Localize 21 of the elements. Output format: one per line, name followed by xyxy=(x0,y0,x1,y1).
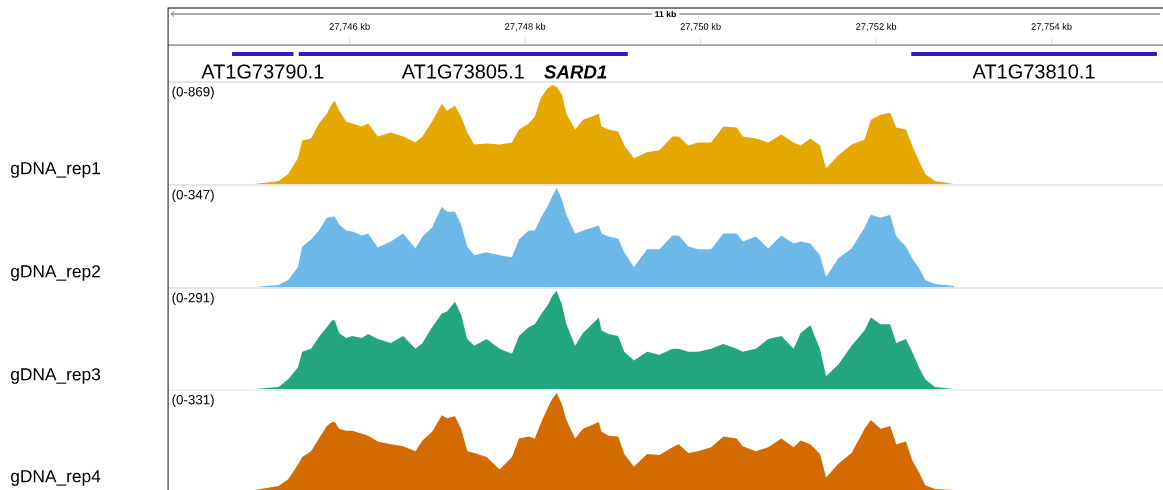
x-tick-label: 27,750 kb xyxy=(680,23,721,31)
annotation: (0-347) xyxy=(172,189,214,203)
x-tick-label: 27,746 kb xyxy=(329,23,370,31)
annotation: (0-291) xyxy=(172,292,214,306)
x-axis-title: 11 kb xyxy=(655,10,676,18)
bar xyxy=(232,51,294,57)
y-axis-title: gDNA_rep1 xyxy=(11,162,100,178)
annotation: SARD1 xyxy=(544,65,607,79)
series-label: AT1G73805.1 xyxy=(401,64,524,79)
series-label: AT1G73790.1 xyxy=(201,64,324,79)
y-axis-title: gDNA_rep2 xyxy=(11,265,100,281)
annotation: (0-869) xyxy=(172,86,214,100)
series-label: AT1G73810.1 xyxy=(972,64,1095,79)
y-axis-title: gDNA_rep4 xyxy=(11,470,101,486)
x-tick-label: 27,752 kb xyxy=(856,23,897,31)
x-tick-label: 27,748 kb xyxy=(505,23,546,31)
bar xyxy=(911,51,1157,57)
bar xyxy=(298,51,628,57)
y-axis-title: gDNA_rep3 xyxy=(11,368,101,384)
annotation: (0-331) xyxy=(172,394,214,408)
x-tick-label: 27,754 kb xyxy=(1031,23,1072,31)
